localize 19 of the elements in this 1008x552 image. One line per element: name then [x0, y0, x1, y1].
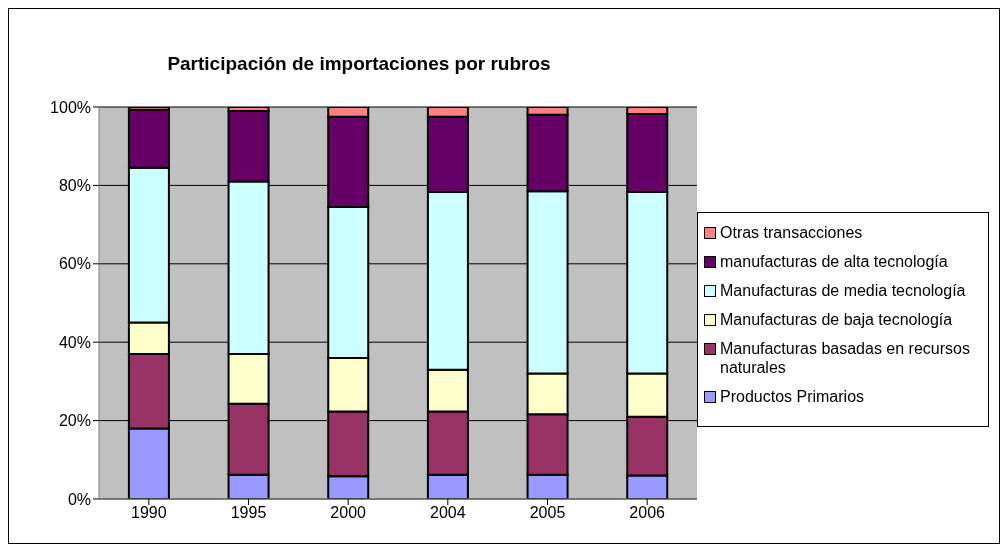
x-tick-label: 2006 — [629, 504, 666, 522]
x-tick-label: 2000 — [330, 504, 367, 522]
legend-label: Manufacturas de baja tecnología — [720, 309, 953, 329]
x-tick-label: 1990 — [131, 504, 167, 522]
y-tick-label: 80% — [58, 177, 91, 195]
legend-label: Otras transacciones — [720, 222, 863, 242]
chart-title: Participación de importaciones por rubros — [166, 53, 552, 75]
legend-label: Manufacturas basadas en recursos naturales — [720, 338, 971, 377]
y-tick-label: 40% — [58, 333, 91, 351]
x-tick-label: 1995 — [230, 504, 267, 522]
x-tick-label: 2005 — [529, 504, 566, 522]
legend-label: Manufacturas de media tecnología — [720, 280, 966, 300]
legend-label: manufacturas de alta tecnología — [720, 251, 948, 271]
legend-label: Productos Primarios — [720, 386, 865, 406]
y-tick-label: 100% — [50, 98, 91, 116]
x-tick-label: 2004 — [430, 504, 466, 522]
y-tick-label: 60% — [58, 255, 91, 273]
y-tick-label: 0% — [67, 490, 91, 508]
y-tick-label: 20% — [58, 412, 91, 430]
